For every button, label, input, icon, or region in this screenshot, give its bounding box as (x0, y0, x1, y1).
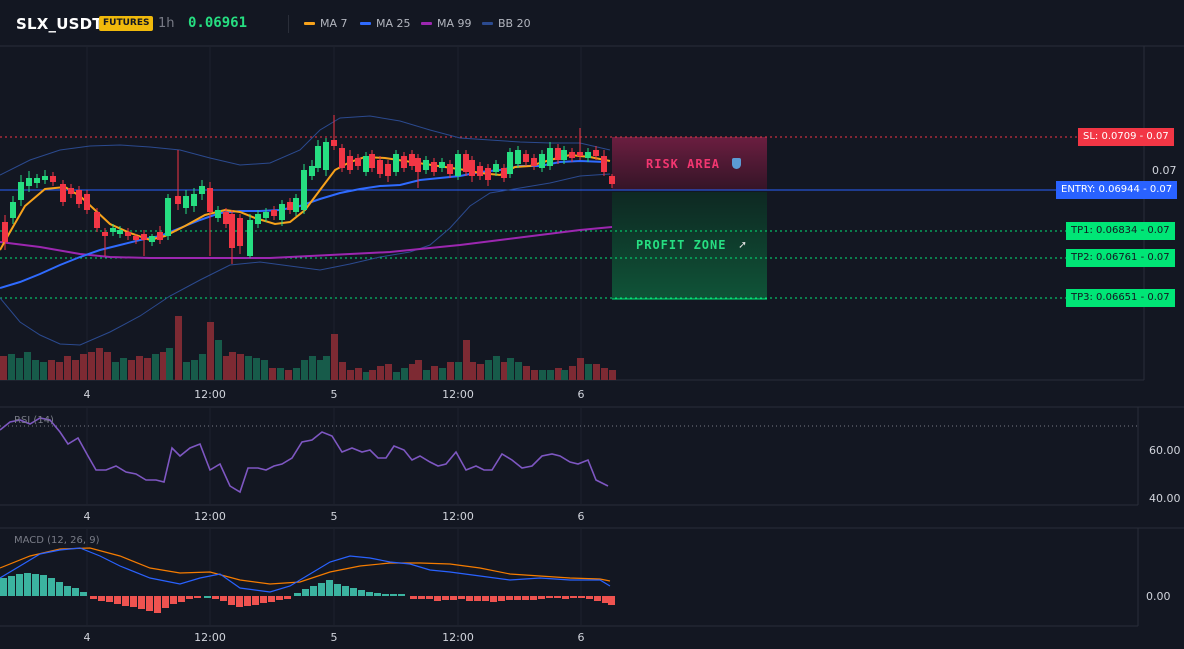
sl-level-tag[interactable]: SL: 0.0709 - 0.07 (1078, 128, 1174, 146)
time-tick-5: 5 (331, 388, 338, 401)
candlesticks[interactable] (2, 115, 615, 264)
entry-level-tag[interactable]: ENTRY: 0.06944 - 0.07 (1056, 181, 1178, 199)
macd-signal-line (0, 547, 611, 585)
header-divider (288, 15, 289, 33)
svg-text:4: 4 (84, 631, 91, 644)
ma25-swatch-icon (360, 22, 371, 25)
legend-ma7-label: MA 7 (320, 17, 348, 30)
time-axis-macd: 4 12:00 5 12:00 6 (84, 631, 585, 644)
legend-bb20-label: BB 20 (498, 17, 531, 30)
legend-ma99[interactable]: MA 99 (421, 17, 472, 30)
ma25-line (0, 159, 606, 289)
chart-header: SLX_USDT FUTURES 1h 0.06961 MA 7 MA 25 M… (0, 0, 1184, 46)
symbol-name[interactable]: SLX_USDT (16, 15, 103, 33)
legend-ma99-label: MA 99 (437, 17, 472, 30)
time-axis-rsi: 4 12:00 5 12:00 6 (84, 510, 585, 523)
timeframe-label[interactable]: 1h (158, 16, 175, 31)
svg-text:6: 6 (578, 510, 585, 523)
svg-text:5: 5 (331, 631, 338, 644)
svg-text:12:00: 12:00 (194, 631, 226, 644)
ma7-swatch-icon (304, 22, 315, 25)
rsi-tick-40: 40.00 (1149, 492, 1181, 505)
time-tick-6: 6 (578, 388, 585, 401)
ma99-line (0, 226, 613, 259)
last-price: 0.06961 (188, 15, 248, 31)
svg-text:12:00: 12:00 (194, 510, 226, 523)
macd-main-line (0, 547, 611, 593)
time-tick-4: 4 (84, 388, 91, 401)
svg-text:5: 5 (331, 510, 338, 523)
time-tick-1200a: 12:00 (194, 388, 226, 401)
risk-area-label: RISK AREA (646, 157, 742, 171)
rsi-tick-60: 60.00 (1149, 444, 1181, 457)
rsi-line (0, 417, 609, 494)
legend-bb20[interactable]: BB 20 (482, 17, 531, 30)
rocket-icon: ➚ (738, 238, 747, 252)
futures-badge: FUTURES (99, 16, 154, 31)
legend-ma25[interactable]: MA 25 (360, 17, 411, 30)
bb-upper-line (0, 115, 611, 176)
macd-tick-0: 0.00 (1146, 590, 1171, 603)
tp2-level-tag[interactable]: TP2: 0.06761 - 0.07 (1066, 249, 1175, 267)
legend-ma7[interactable]: MA 7 (304, 17, 348, 30)
macd-histogram (0, 573, 615, 613)
svg-text:4: 4 (84, 510, 91, 523)
rsi-title[interactable]: RSI (14) (14, 415, 54, 426)
profit-zone-label: PROFIT ZONE ➚ (636, 238, 747, 252)
tp3-level-tag[interactable]: TP3: 0.06651 - 0.07 (1066, 289, 1175, 307)
volume-bars (0, 316, 616, 380)
bb20-swatch-icon (482, 22, 493, 25)
legend-ma25-label: MA 25 (376, 17, 411, 30)
macd-title[interactable]: MACD (12, 26, 9) (14, 535, 100, 546)
svg-text:12:00: 12:00 (442, 631, 474, 644)
svg-text:6: 6 (578, 631, 585, 644)
risk-area-box[interactable] (612, 137, 767, 190)
tp1-level-tag[interactable]: TP1: 0.06834 - 0.07 (1066, 222, 1175, 240)
price-axis-tick: 0.07 (1152, 164, 1177, 177)
ma99-swatch-icon (421, 22, 432, 25)
time-tick-1200b: 12:00 (442, 388, 474, 401)
svg-text:12:00: 12:00 (442, 510, 474, 523)
time-axis-main: 4 12:00 5 12:00 6 (84, 388, 585, 401)
bb-lower-line (0, 173, 611, 346)
profit-zone-box[interactable] (612, 192, 767, 299)
shield-icon (732, 158, 742, 169)
